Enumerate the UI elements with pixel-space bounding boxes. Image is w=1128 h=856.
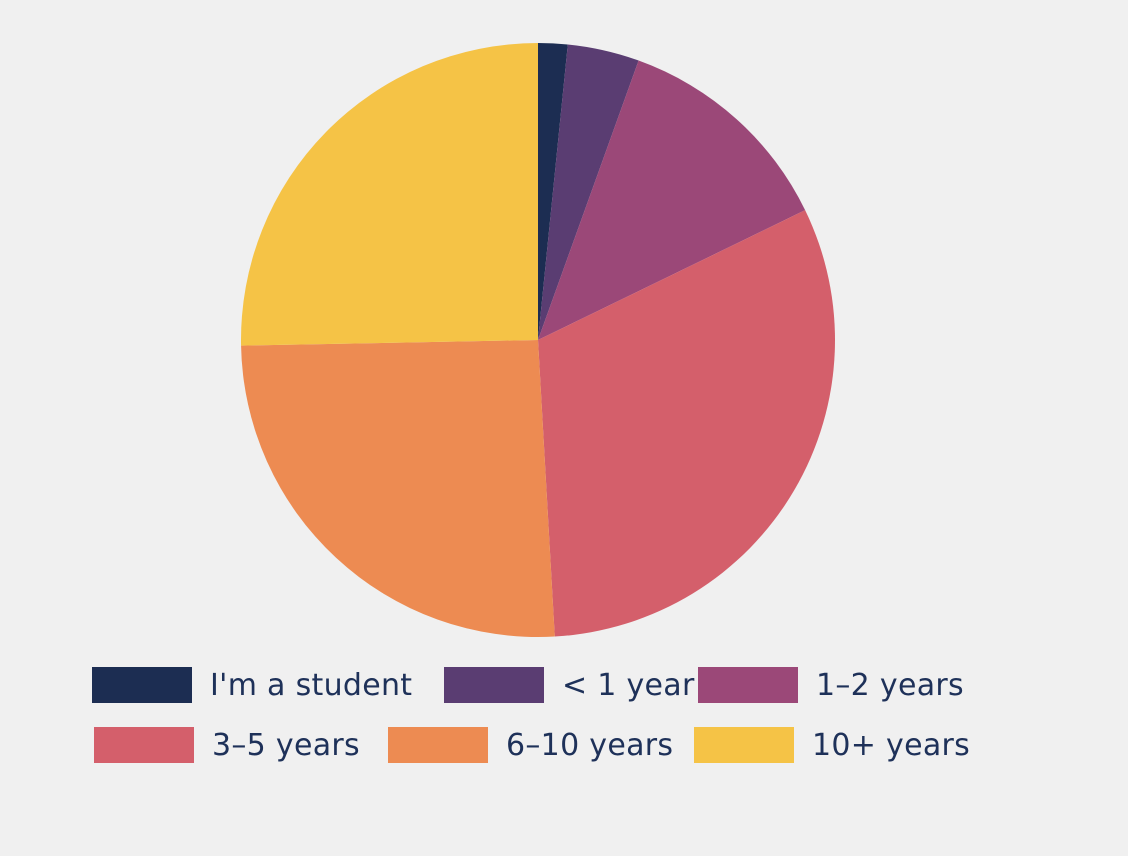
pie-slice-student xyxy=(538,43,568,340)
pie-slice-1-2-years xyxy=(538,60,806,341)
pie-slice-6-10-years xyxy=(241,340,555,638)
pie-slice-3-5-years xyxy=(538,210,835,637)
pie-slice-10-plus-years xyxy=(240,43,538,346)
pie-slice-under-1-year xyxy=(538,44,639,340)
